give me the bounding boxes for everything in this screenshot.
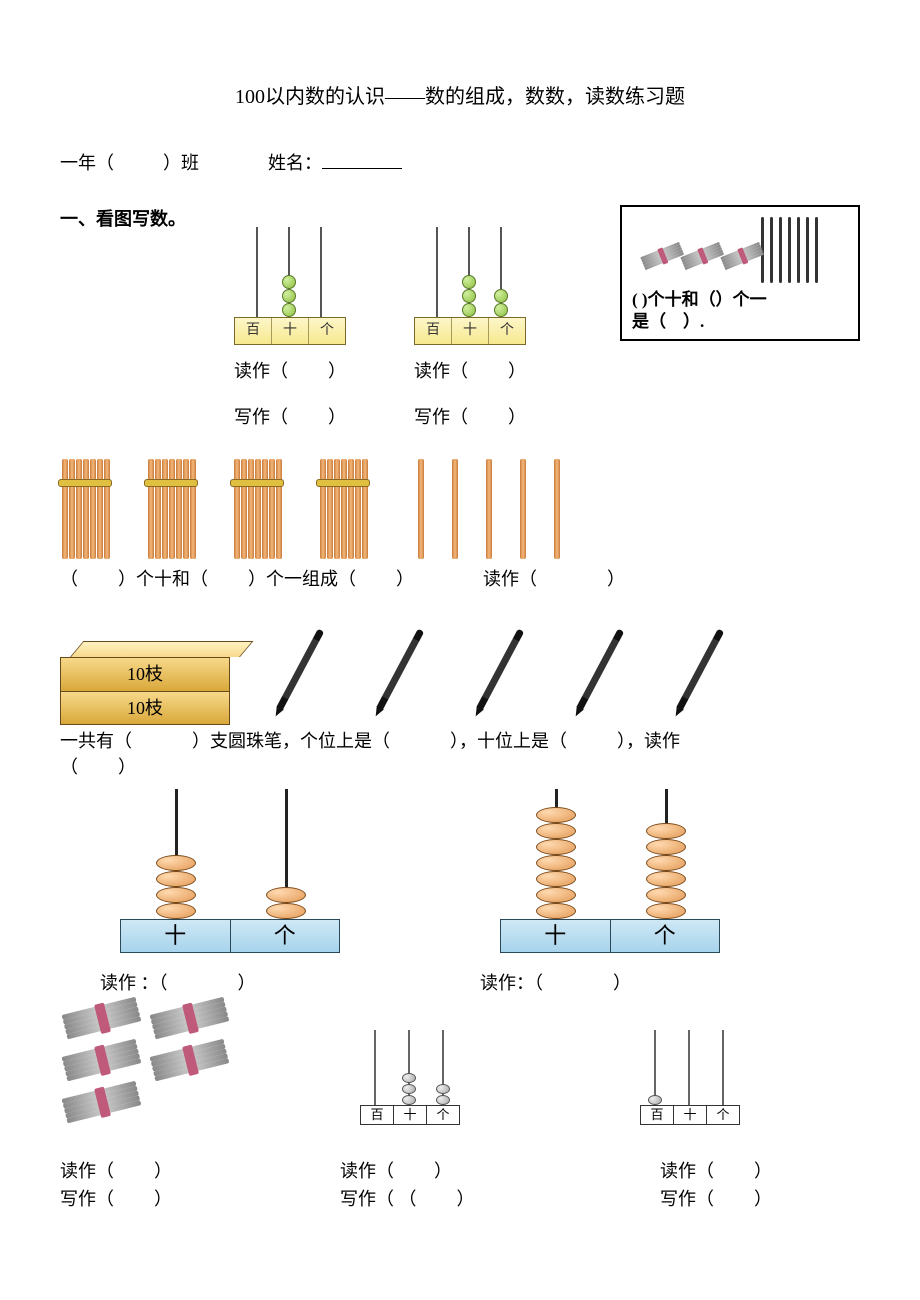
sticks-answer-line: （）个十和（）个一组成（） 读作（） <box>60 565 860 591</box>
bottom-right-write: 写作（） <box>660 1185 860 1211</box>
abacus1-read: 读作（） <box>220 357 360 383</box>
diag-bundles <box>60 999 280 1125</box>
abacus-small-2: 百 十 个 <box>400 205 540 345</box>
name-blank[interactable] <box>322 151 402 169</box>
abacus-big-1: 十 个 <box>100 783 360 953</box>
top-right-box: ( )个十和（）个一 是（ ）. <box>620 205 860 341</box>
abacus-small-1: 百 十 个 <box>220 205 360 345</box>
stick-bundle <box>146 449 196 559</box>
pen-icon <box>550 615 650 725</box>
label-ge: 个 <box>309 318 345 344</box>
big1-read: 读作 ：（） <box>100 969 360 995</box>
pen-answer-line: 一共有（）支圆珠笔，个位上是（），十位上是（），读作 （） <box>60 727 860 779</box>
pen-icon <box>350 615 450 725</box>
label-bai: 百 <box>235 318 272 344</box>
bottom-mid-write: 写作（ （） <box>340 1185 540 1211</box>
bottom-left-read: 读作（） <box>60 1157 280 1183</box>
stick-bundle <box>60 449 110 559</box>
stick-bundle <box>232 449 282 559</box>
pen-icon <box>450 615 550 725</box>
grade-suffix: ）班 <box>163 153 199 173</box>
bottom-mid-read: 读作（） <box>340 1157 540 1183</box>
label-shi: 十 <box>272 318 309 344</box>
section-1-title: 一、看图写数。 <box>60 205 210 231</box>
abacus2-read: 读作（） <box>400 357 540 383</box>
name-label: 姓名： <box>268 153 322 173</box>
class-name-line: 一年（ ）班 姓名： <box>60 149 860 175</box>
big2-read: 读作：（） <box>480 969 740 995</box>
grade-prefix: 一年（ <box>60 153 114 173</box>
bottom-right-read: 读作（） <box>660 1157 860 1183</box>
abacus2-write: 写作（） <box>400 403 540 429</box>
abacus-grey-mid: 百 十 个 <box>340 1025 480 1125</box>
abacus1-write: 写作（） <box>220 403 360 429</box>
single-sticks <box>404 459 574 559</box>
page-title: 100以内数的认识——数的组成，数数，读数练习题 <box>60 80 860 109</box>
stick-bundle <box>318 449 368 559</box>
pen-icon <box>650 615 750 725</box>
pen-icon <box>250 615 350 725</box>
bottom-left-write: 写作（） <box>60 1185 280 1211</box>
abacus-big-2: 十 个 <box>480 783 740 953</box>
abacus-grey-right: 百 十 个 <box>620 1025 760 1125</box>
pen-box: 10枝 10枝 <box>60 641 230 725</box>
box-text: ( )个十和（）个一 是（ ）. <box>632 289 848 333</box>
